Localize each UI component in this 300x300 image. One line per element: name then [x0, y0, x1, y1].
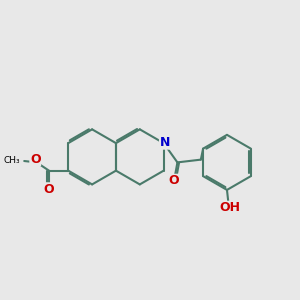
Text: OH: OH: [219, 201, 240, 214]
Text: O: O: [168, 174, 179, 187]
Text: O: O: [44, 183, 54, 196]
Text: O: O: [30, 153, 40, 166]
Text: CH₃: CH₃: [4, 156, 20, 165]
Text: N: N: [160, 136, 170, 149]
